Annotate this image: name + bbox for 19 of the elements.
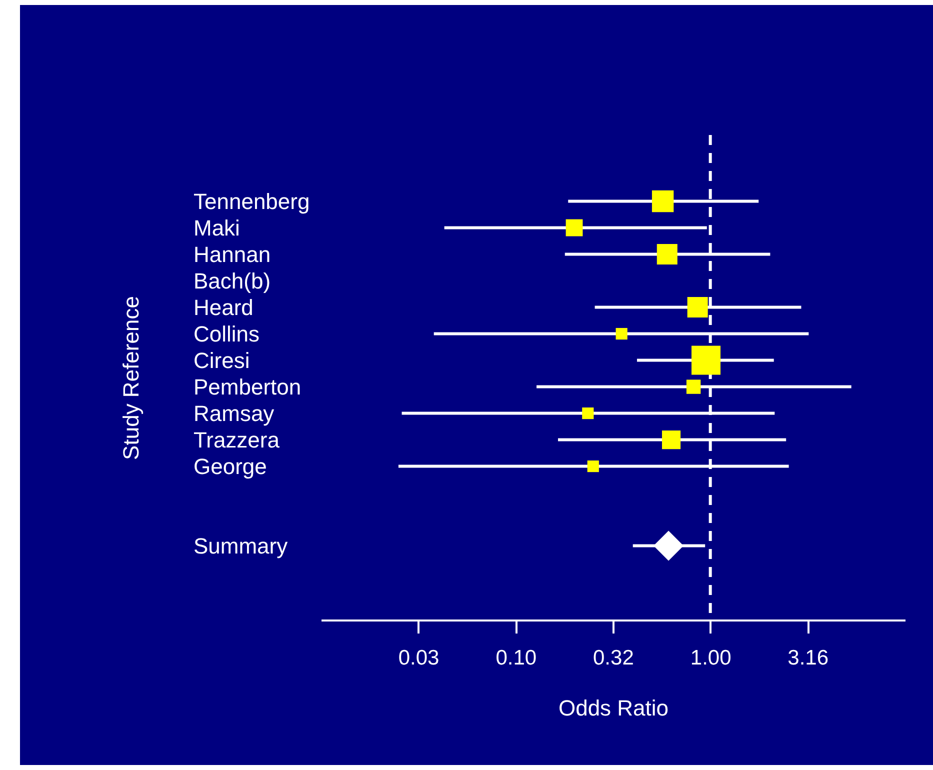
y-tick-label: Collins [194, 321, 260, 346]
y-tick-label: Trazzera [194, 427, 280, 452]
y-tick-label: George [194, 454, 267, 479]
y-tick-label: Hannan [194, 242, 271, 267]
x-tick-label: 0.32 [593, 646, 634, 670]
x-tick-label: 1.00 [690, 646, 732, 670]
x-tick-label: 3.16 [788, 646, 829, 670]
y-tick-label: Ramsay [194, 400, 274, 426]
y-tick-label: Ciresi [194, 348, 250, 373]
y-tick-label: Summary [194, 533, 288, 558]
x-axis-title: Odds Ratio [558, 696, 669, 720]
x-tick-label: 0.03 [398, 646, 440, 670]
y-tick-label: Heard [194, 294, 254, 320]
y-tick-label: Tennenberg [194, 188, 310, 214]
y-axis-title: Study Reference [118, 296, 144, 460]
y-tick-label: Bach(b) [194, 268, 271, 294]
y-tick-label: Maki [194, 215, 240, 240]
y-tick-label: Pemberton [194, 374, 302, 400]
x-tick-label: 0.10 [496, 646, 537, 670]
